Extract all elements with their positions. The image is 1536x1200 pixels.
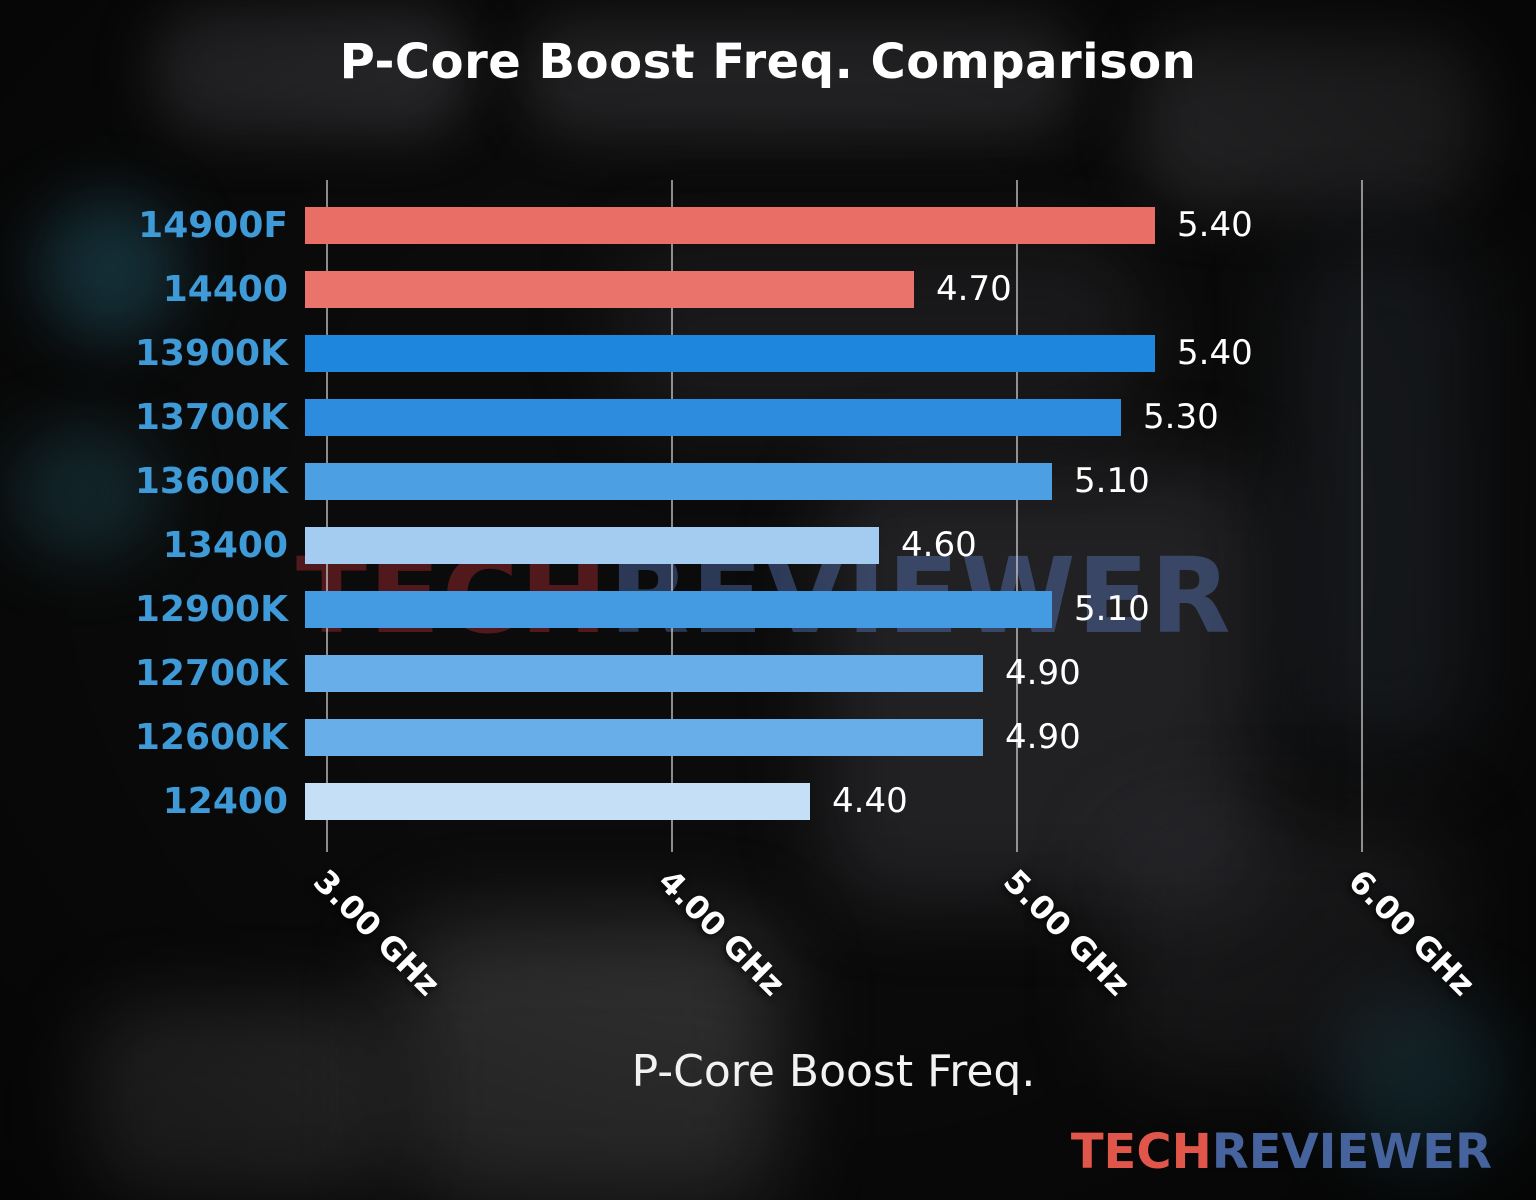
x-tick-label: 4.00 GHz <box>651 862 793 1004</box>
y-axis-label: 14900F <box>138 205 288 246</box>
y-axis-label: 12400 <box>162 781 288 822</box>
value-label: 4.60 <box>901 525 977 565</box>
x-tick-label: 6.00 GHz <box>1341 862 1483 1004</box>
bar <box>305 207 1155 244</box>
value-label: 4.90 <box>1005 653 1081 693</box>
value-label: 5.10 <box>1074 461 1150 501</box>
bar <box>305 719 983 756</box>
value-label: 4.40 <box>832 781 908 821</box>
brand-logo: TECHREVIEWER <box>1071 1128 1492 1176</box>
gridline <box>671 180 673 852</box>
value-label: 5.10 <box>1074 589 1150 629</box>
value-label: 4.70 <box>936 269 1012 309</box>
y-axis-label: 12700K <box>134 653 288 694</box>
y-axis-label: 12900K <box>134 589 288 630</box>
brand-reviewer: REVIEWER <box>1211 1124 1492 1180</box>
bar <box>305 783 810 820</box>
y-axis-label: 13700K <box>134 397 288 438</box>
bar <box>305 527 879 564</box>
x-tick-label: 5.00 GHz <box>996 862 1138 1004</box>
bar <box>305 399 1121 436</box>
value-label: 5.40 <box>1177 205 1253 245</box>
y-axis-label: 13600K <box>134 461 288 502</box>
gridline <box>326 180 328 852</box>
bar <box>305 335 1155 372</box>
chart-title: P-Core Boost Freq. Comparison <box>339 34 1197 90</box>
gridline <box>1016 180 1018 852</box>
y-axis-label: 13900K <box>134 333 288 374</box>
x-tick-label: 3.00 GHz <box>306 862 448 1004</box>
bar <box>305 591 1052 628</box>
bar <box>305 463 1052 500</box>
value-label: 4.90 <box>1005 717 1081 757</box>
y-axis-label: 13400 <box>162 525 288 566</box>
x-axis-label: P-Core Boost Freq. <box>631 1046 1036 1097</box>
brand-tech: TECH <box>1070 1124 1212 1180</box>
gridline <box>1361 180 1363 852</box>
bar <box>305 271 914 308</box>
y-axis-label: 12600K <box>134 717 288 758</box>
value-label: 5.40 <box>1177 333 1253 373</box>
y-axis-label: 14400 <box>162 269 288 310</box>
value-label: 5.30 <box>1143 397 1219 437</box>
bar <box>305 655 983 692</box>
